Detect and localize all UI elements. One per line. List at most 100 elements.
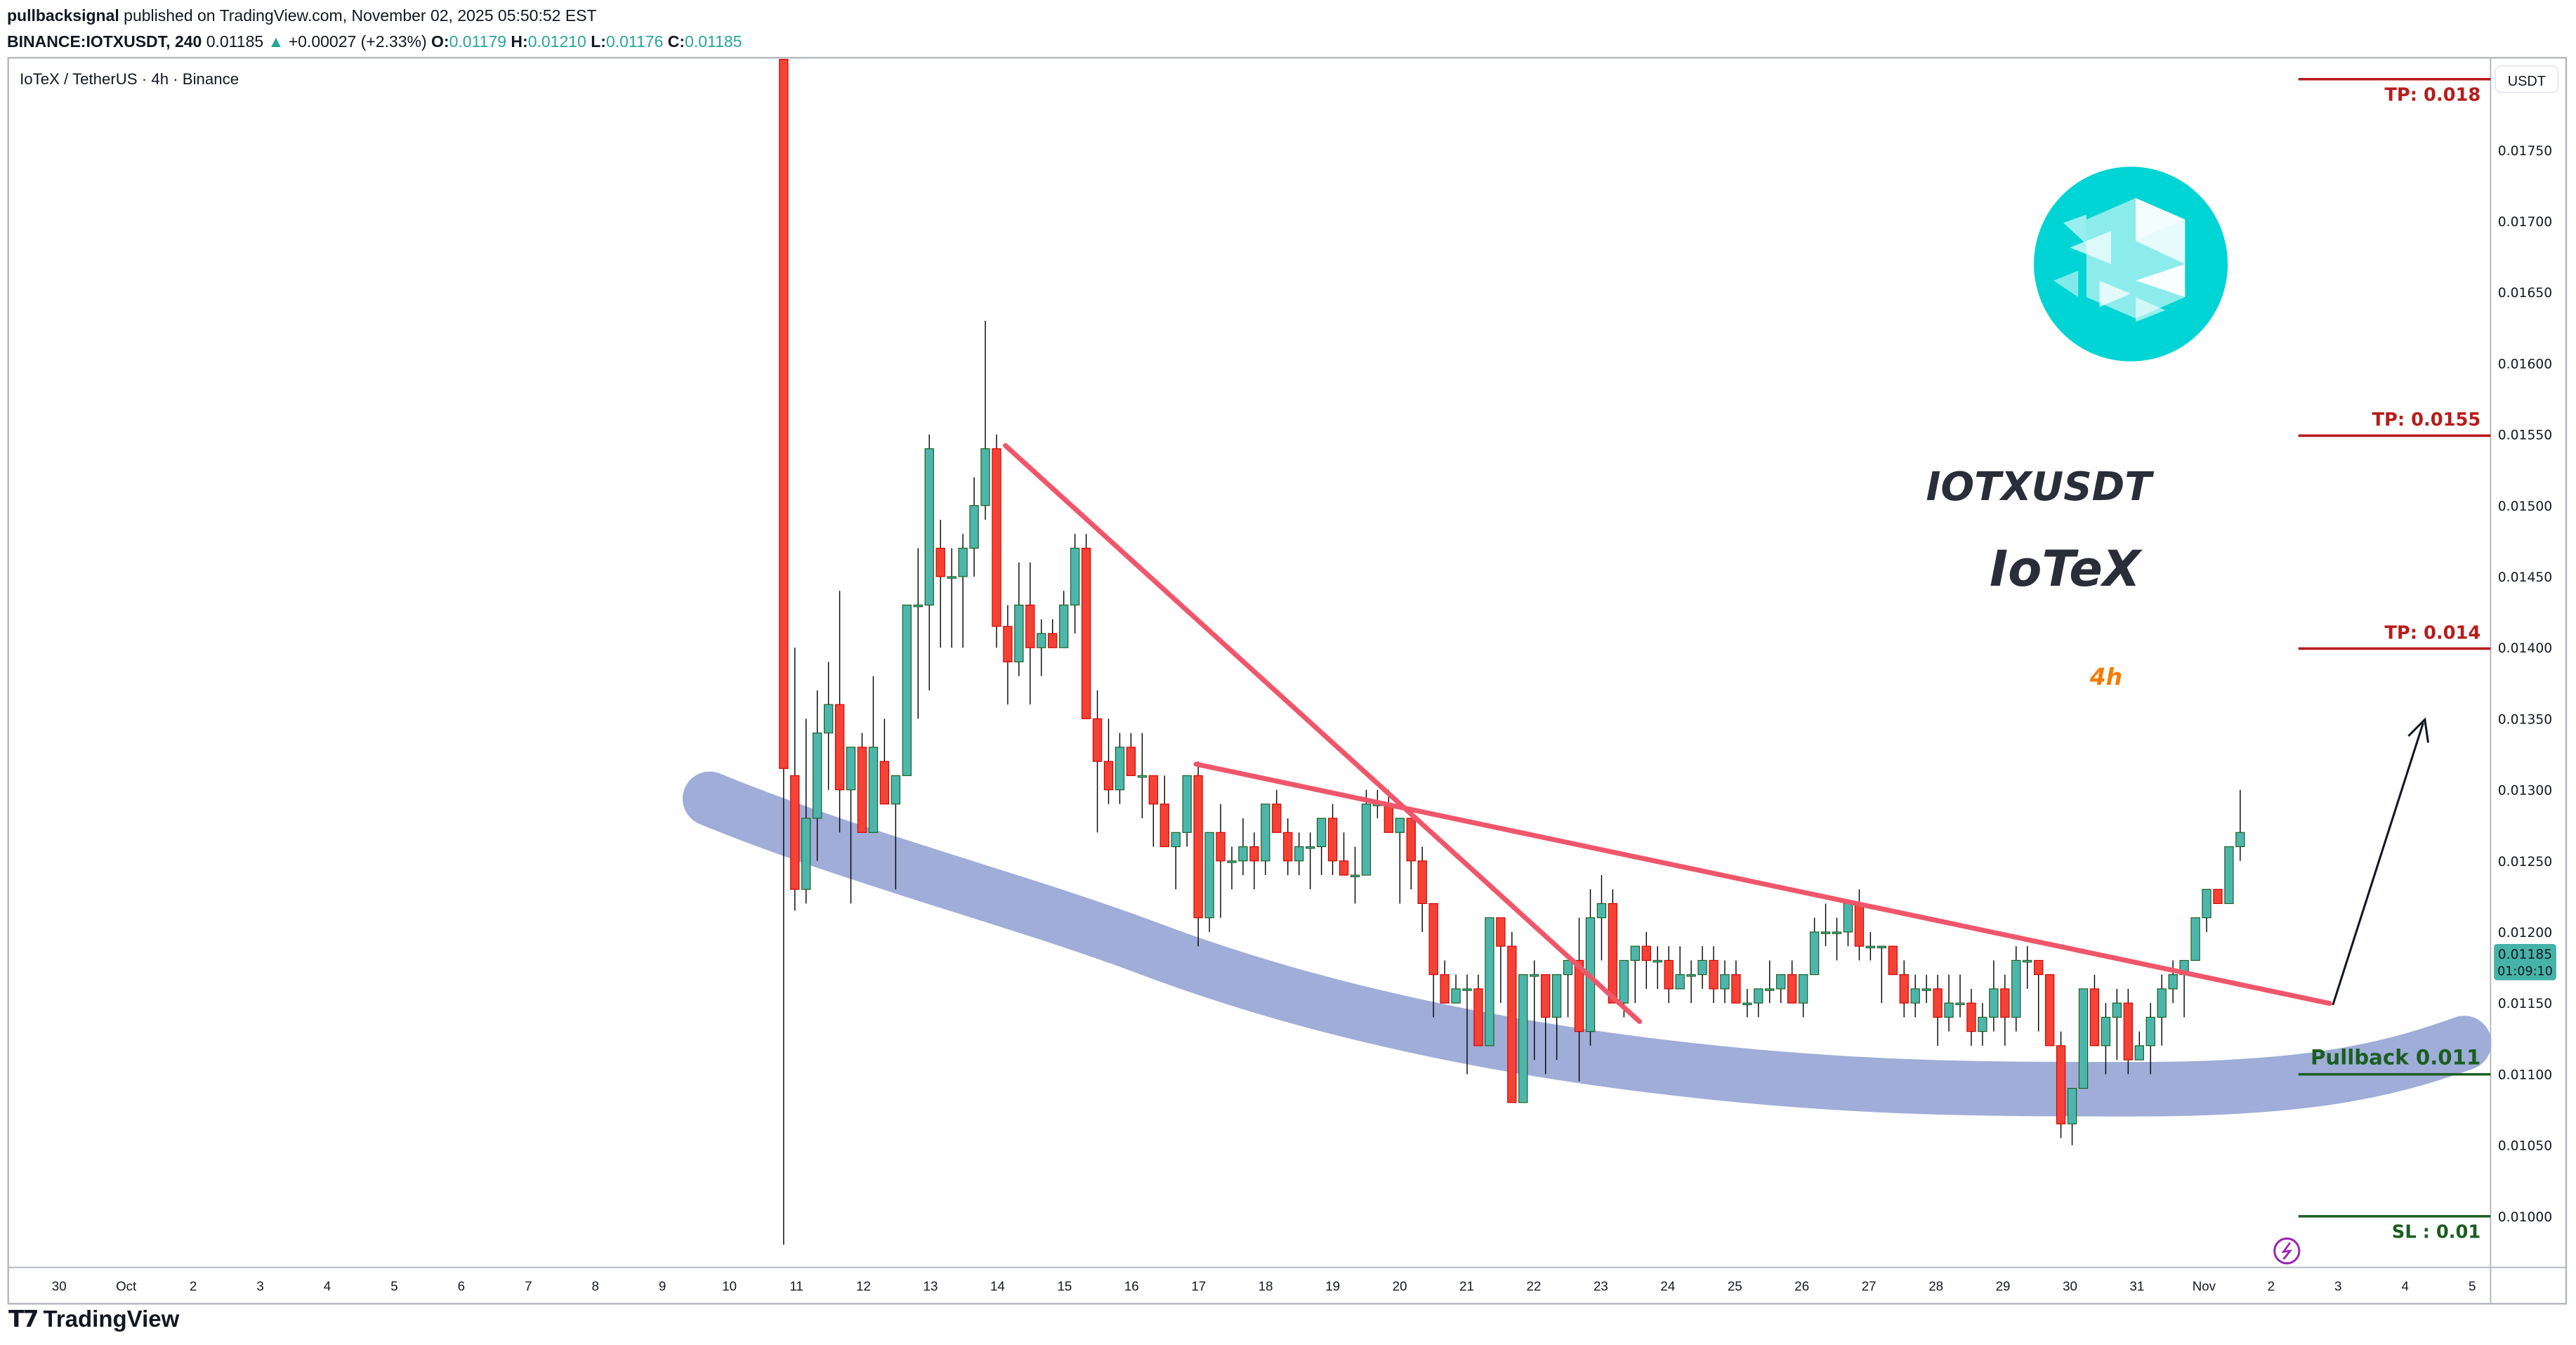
time-tick-label: 26 [1794, 1278, 1809, 1293]
candle-up [1809, 931, 1820, 976]
candle-down [1327, 818, 1338, 862]
time-tick-label: 16 [1124, 1278, 1139, 1293]
symbol-interval: BINANCE:IOTXUSDT, 240 [7, 32, 202, 51]
open-value: 0.01179 [449, 32, 507, 51]
last-price-badge [2494, 944, 2556, 980]
candle-up [1316, 818, 1327, 848]
pullback-label: Pullback 0.011 [2311, 1045, 2480, 1069]
price-tick-label: 0.01650 [2498, 286, 2552, 301]
candle-down [1899, 974, 1909, 1004]
price-tick-label: 0.01600 [2498, 357, 2552, 372]
candle-up [1686, 974, 1696, 977]
sl-label: SL : 0.01 [2392, 1221, 2481, 1242]
lightning-icon[interactable] [2273, 1237, 2301, 1265]
tp3-label: TP: 0.014 [2384, 622, 2480, 643]
candle-down [1103, 761, 1114, 791]
name-annotation: IoTeX [1990, 540, 2143, 598]
time-tick-label: 23 [1593, 1278, 1608, 1293]
low-label: L: [591, 32, 606, 51]
candle-down [1966, 1002, 1976, 1032]
price-tick-label: 0.01450 [2498, 570, 2552, 585]
candle-down [1428, 903, 1438, 976]
candle-up [1462, 988, 1472, 991]
candle-up [1395, 818, 1405, 833]
candle-down [1003, 626, 1013, 663]
close-value: 0.01185 [685, 32, 742, 51]
candle-down [1933, 988, 1943, 1018]
candle-up [1832, 931, 1842, 934]
time-tick-label: 3 [256, 1278, 263, 1293]
candle-up [2145, 1016, 2155, 1047]
price-tick-label: 0.01150 [2498, 997, 2552, 1011]
candle-up [868, 747, 879, 833]
time-tick-label: 29 [1996, 1278, 2011, 1293]
candle-down [1249, 846, 1259, 862]
price-tick-label: 0.01500 [2498, 499, 2552, 514]
currency-button[interactable] [2495, 65, 2558, 93]
candle-up [980, 448, 990, 506]
time-tick-label: 12 [856, 1278, 871, 1293]
time-tick-label: 25 [1728, 1278, 1742, 1293]
candle-up [1182, 775, 1192, 833]
candle-down [1541, 974, 1551, 1018]
candle-up [1754, 988, 1763, 1004]
time-tick-label: 21 [1459, 1278, 1474, 1293]
last-price: 0.01185 [206, 32, 264, 51]
trendline-steep[interactable] [1003, 442, 1643, 1024]
candle-up [2190, 917, 2200, 962]
projection-arrow[interactable] [2332, 722, 2424, 1006]
close-label: C: [667, 32, 685, 51]
candle-up [1944, 1002, 1954, 1018]
time-tick-label: 8 [592, 1278, 599, 1293]
candle-down [857, 747, 867, 833]
candle-up [969, 505, 979, 549]
tradingview-brand: TradingView [43, 1305, 180, 1332]
candle-up [1776, 974, 1786, 990]
candle-down [1193, 775, 1203, 919]
candle-up [2101, 1016, 2111, 1047]
publish-line: pullbacksignal published on TradingView.… [7, 3, 742, 29]
tradingview-logo[interactable]: 𝗧𝟳 TradingView [8, 1305, 179, 1332]
author-name[interactable]: pullbacksignal [7, 6, 119, 25]
price-tick-label: 0.01100 [2498, 1068, 2552, 1082]
candle-down [2044, 974, 2055, 1047]
candle-up [1820, 931, 1831, 934]
candle-up [2202, 888, 2212, 919]
trendline-descending-resistance[interactable] [1193, 761, 2332, 1006]
candle-up [1989, 988, 1999, 1018]
candle-up [1865, 945, 1876, 949]
candle-up [891, 775, 901, 805]
time-axis[interactable]: 30 Oct 2 3 4 5 6 7 8 9 10 11 12 13 14 15 16 17 18 19 20 21 22 2… [52, 1278, 2476, 1293]
time-tick-label: 14 [990, 1278, 1005, 1293]
arrow-head-icon [2407, 717, 2429, 743]
price-tick-label: 0.01350 [2498, 712, 2552, 727]
candle-up [1596, 903, 1607, 919]
time-tick-label: 30 [52, 1278, 67, 1293]
time-tick-label: 6 [458, 1278, 465, 1293]
candle-up [1630, 945, 1641, 962]
candle-up [1070, 547, 1080, 606]
price-axis[interactable]: 0.01750 0.01700 0.01650 0.01600 0.01550 0.015… [2498, 144, 2552, 1225]
candle-up [2078, 988, 2089, 1089]
candle-up [1921, 988, 1931, 991]
candle-up [1306, 846, 1315, 849]
candle-down [1608, 903, 1618, 1004]
candle-up [2157, 988, 2167, 1018]
candle-down [1384, 803, 1394, 833]
candle-up [1137, 775, 1148, 778]
candle-down [1126, 747, 1136, 776]
publish-header: pullbacksignal published on TradingView.… [7, 3, 742, 55]
candle-up [2168, 974, 2178, 990]
chart-frame [7, 57, 2568, 1305]
price-tick-label: 0.01300 [2498, 784, 2552, 799]
ohlc-line: BINANCE:IOTXUSDT, 240 0.01185 ▲ +0.00027… [7, 29, 742, 55]
currency-label: USDT [2508, 74, 2546, 89]
candle-down [1507, 945, 1517, 1103]
candle-up [1451, 988, 1461, 1004]
up-arrow-icon: ▲ [268, 32, 284, 51]
candle-up [1037, 633, 1046, 648]
candle-up [823, 704, 834, 734]
time-tick-label: 31 [2130, 1278, 2145, 1293]
candle-up [2011, 959, 2021, 1018]
